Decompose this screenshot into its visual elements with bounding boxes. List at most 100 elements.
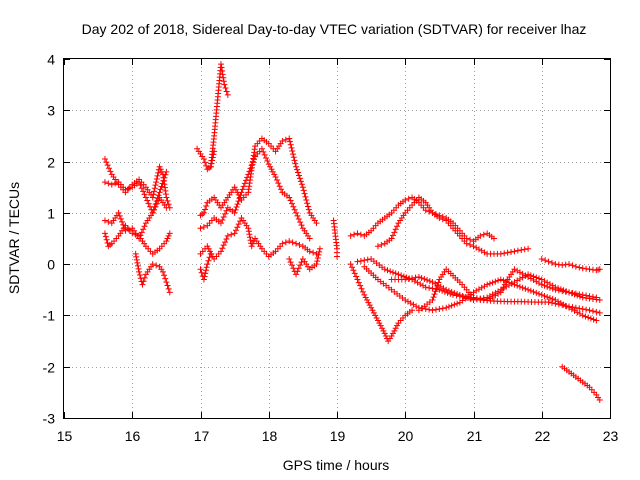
- data-point: [238, 189, 245, 196]
- data-point: [395, 271, 402, 278]
- data-point: [152, 182, 159, 189]
- data-point: [234, 201, 241, 208]
- data-point: [278, 186, 285, 193]
- data-point: [596, 266, 603, 273]
- data-point: [224, 232, 231, 239]
- data-point: [593, 317, 600, 324]
- data-point: [138, 185, 145, 192]
- data-point: [546, 284, 553, 291]
- data-point: [514, 267, 521, 274]
- data-point: [249, 159, 256, 166]
- data-point: [434, 282, 441, 289]
- data-point: [138, 229, 145, 236]
- data-point: [490, 235, 497, 242]
- data-point: [157, 186, 164, 193]
- data-point: [306, 235, 313, 242]
- data-point: [422, 207, 429, 214]
- data-point: [165, 285, 172, 292]
- data-point: [218, 64, 225, 71]
- data-point: [501, 250, 508, 257]
- data-point: [286, 135, 293, 142]
- data-point: [579, 291, 586, 298]
- data-point: [293, 271, 300, 278]
- data-point: [219, 245, 226, 252]
- data-point: [153, 176, 160, 183]
- data-point: [579, 306, 586, 313]
- data-point: [105, 180, 112, 187]
- data-point: [504, 249, 511, 256]
- data-point: [514, 247, 521, 254]
- data-point: [546, 294, 553, 301]
- x-tick-label: 20: [398, 428, 414, 444]
- data-point: [286, 256, 293, 263]
- data-point: [480, 231, 487, 238]
- data-point: [288, 200, 295, 207]
- data-point: [486, 280, 493, 287]
- data-point: [231, 230, 238, 237]
- data-point: [424, 277, 431, 284]
- data-point: [508, 280, 515, 287]
- data-point: [288, 262, 295, 269]
- data-point: [240, 183, 247, 190]
- data-point: [105, 218, 112, 225]
- data-point: [264, 158, 271, 165]
- series-track-d: [101, 222, 173, 257]
- data-point: [484, 281, 491, 288]
- data-point: [217, 220, 224, 227]
- data-point: [542, 257, 549, 264]
- data-point: [287, 197, 294, 204]
- data-point: [310, 249, 317, 256]
- data-point: [544, 293, 551, 300]
- data-point: [361, 257, 368, 264]
- data-point: [538, 256, 545, 263]
- data-point: [392, 325, 399, 332]
- data-point: [107, 168, 114, 175]
- data-point: [260, 148, 267, 155]
- data-point: [136, 268, 143, 275]
- data-point: [514, 282, 521, 289]
- data-point: [293, 209, 300, 216]
- data-point: [549, 285, 556, 292]
- data-point: [144, 197, 151, 204]
- data-point: [159, 268, 166, 275]
- data-point: [306, 248, 313, 255]
- data-point: [473, 287, 480, 294]
- data-point: [203, 203, 210, 210]
- data-point: [156, 163, 163, 170]
- data-point: [357, 282, 364, 289]
- series-track-o: [374, 194, 532, 257]
- data-point: [125, 185, 132, 192]
- data-point: [153, 179, 160, 186]
- data-point: [273, 177, 280, 184]
- data-point: [366, 302, 373, 309]
- data-point: [566, 289, 573, 296]
- data-point: [201, 273, 208, 280]
- data-point: [456, 291, 463, 298]
- data-point: [596, 309, 603, 316]
- x-tick-label: 16: [125, 428, 141, 444]
- data-point: [206, 254, 213, 261]
- data-point: [392, 270, 399, 277]
- data-point: [572, 290, 579, 297]
- data-point: [315, 251, 322, 258]
- data-point: [154, 172, 161, 179]
- data-point: [357, 257, 364, 264]
- data-point: [439, 287, 446, 294]
- data-point: [250, 156, 257, 163]
- data-point: [224, 91, 231, 98]
- data-point: [101, 179, 108, 186]
- data-point: [141, 274, 148, 281]
- data-point: [562, 288, 569, 295]
- data-point: [350, 267, 357, 274]
- series-track-q: [354, 256, 603, 316]
- data-point: [549, 296, 556, 303]
- data-point: [136, 179, 143, 186]
- data-point: [300, 187, 307, 194]
- data-point: [544, 283, 551, 290]
- data-point: [155, 169, 162, 176]
- data-point: [372, 312, 379, 319]
- data-point: [426, 284, 433, 291]
- data-point: [163, 238, 170, 245]
- data-point: [287, 259, 294, 266]
- data-point: [236, 195, 243, 202]
